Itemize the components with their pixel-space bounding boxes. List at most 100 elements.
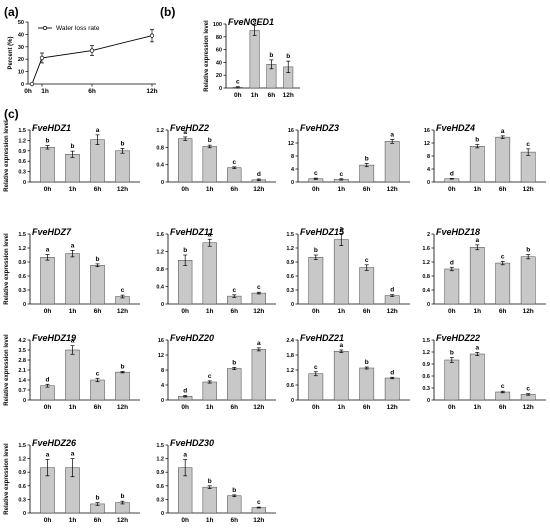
gene-title: FveHDZ30 [170, 438, 214, 448]
bar [115, 371, 130, 401]
significance-letter: c [501, 253, 505, 260]
x-tick-label: 6h [230, 404, 238, 411]
significance-letter: b [121, 140, 125, 147]
significance-letter: b [314, 247, 318, 254]
y-axis-label: Relative expression level [4, 120, 10, 192]
significance-letter: b [365, 155, 369, 162]
x-tick-label: 0h [448, 404, 456, 411]
significance-letter: b [46, 138, 50, 145]
y-tick-label: 0 [23, 302, 26, 308]
significance-letter: b [526, 247, 530, 254]
gene-title: FveHDZ19 [32, 333, 76, 343]
significance-letter: c [314, 170, 318, 177]
y-tick-label: 0 [291, 302, 294, 308]
x-tick-label: 0h [448, 308, 456, 315]
significance-letter: c [526, 141, 530, 148]
y-axis-label: Relative expression level [4, 443, 10, 515]
y-tick-label: 4 [291, 167, 295, 173]
chart-hdz20: 0 4 8 12 16 d 0h c 1h b 6h a 12h FveHDZ20 [158, 333, 276, 411]
y-tick-label: 12 [288, 141, 294, 147]
gene-title: FveHDZ2 [170, 123, 209, 133]
bar [249, 30, 260, 89]
bar [359, 164, 375, 183]
significance-letter: d [450, 259, 454, 266]
significance-letter: a [339, 342, 343, 349]
y-tick-label: 1.2 [156, 250, 164, 256]
significance-letter: c [526, 386, 530, 393]
panel-label-c: (c) [4, 107, 19, 121]
x-tick-label: 1h [473, 404, 481, 411]
y-tick-label: 0 [291, 398, 294, 404]
y-tick-label: 1.6 [422, 246, 430, 252]
x-tick-label: 6h [363, 186, 371, 193]
x-tick-label: 0h [181, 517, 189, 524]
bar [227, 167, 242, 183]
chart-b: 0 20 40 60 80 100 c 0h a 1h b 6h b 12h FveNCED1 Relativ… [204, 17, 300, 99]
x-tick-label: 1h [69, 308, 77, 315]
x-tick-label: 6h [230, 186, 238, 193]
x-tick-label: 12h [387, 404, 398, 411]
significance-letter: d [450, 170, 454, 177]
x-tick-label: 1h [206, 186, 214, 193]
bar [495, 391, 511, 401]
y-tick-label: 1.2 [286, 246, 294, 252]
significance-letter: a [71, 451, 75, 458]
significance-letter: b [475, 137, 479, 144]
significance-letter: b [286, 53, 290, 60]
y-tick-label: 1.8 [286, 353, 294, 359]
x-tick-label: 0h [312, 308, 320, 315]
significance-letter: a [71, 242, 75, 249]
significance-letter: d [390, 287, 394, 294]
y-tick-label: 0 [427, 398, 430, 404]
x-tick-label: 1h [337, 186, 345, 193]
gene-title: FveNCED1 [228, 17, 274, 27]
y-tick-label: 30 [18, 45, 24, 51]
chart-hdz2: 0 0.4 0.8 1.2 a 0h b 1h c 6h d 12h FveHDZ2 [156, 123, 276, 193]
chart-hdz1: 0 0.3 0.6 0.9 1.2 1.5 b 0h b 1h a 6h b 12h FveHDZ1 Rela… [4, 120, 140, 193]
chart-hdz22: 0 0.3 0.6 0.9 1.2 1.5 b 0h a 1h c 6h c 12h FveHDZ22 [422, 333, 546, 411]
legend-marker [43, 26, 47, 30]
significance-letter: c [121, 287, 125, 294]
chart-hdz7: 0 0.3 0.6 0.9 1.2 1.5 a 0h a 1h b 6h c 12h FveHDZ7 Rela… [4, 227, 140, 315]
y-tick-label: 0.6 [18, 484, 26, 490]
significance-letter: a [253, 17, 257, 24]
gene-title: FveHDZ3 [300, 123, 339, 133]
significance-letter: a [71, 338, 75, 345]
bar [308, 257, 324, 305]
significance-letter: b [121, 493, 125, 500]
bar [178, 138, 193, 183]
chart-hdz30: 0 0.3 0.6 0.9 1.2 1.5 a 0h b 1h b 6h c 12h FveHDZ30 [156, 438, 276, 524]
bar [333, 239, 349, 305]
x-tick-label: 0h [181, 308, 189, 315]
y-tick-label: 0.3 [18, 497, 26, 503]
y-tick-label: 8 [427, 154, 430, 160]
significance-letter: c [501, 383, 505, 390]
chart-hdz3: 0 4 8 12 16 c 0h c 1h b 6h a 12h FveHDZ3 [288, 123, 410, 193]
panel-label-b: (b) [160, 5, 175, 19]
x-tick-label: 6h [363, 404, 371, 411]
y-tick-label: 0 [161, 398, 164, 404]
y-tick-label: 0 [219, 86, 222, 92]
x-tick-label: 0h [44, 308, 52, 315]
x-tick-label: 6h [88, 88, 96, 95]
legend-label: Water loss rate [56, 25, 100, 32]
y-tick-label: 1.5 [156, 443, 164, 449]
significance-letter: d [46, 376, 50, 383]
x-tick-label: 6h [94, 517, 102, 524]
x-tick-label: 6h [268, 92, 276, 99]
bar [384, 377, 400, 401]
chart-hdz18: 0 0.4 0.8 1.2 1.6 2 d 0h a 1h c 6h b 12h FveHDZ18 [422, 227, 546, 315]
x-tick-label: 1h [206, 517, 214, 524]
y-tick-label: 0.3 [18, 288, 26, 294]
significance-letter: a [183, 452, 187, 459]
data-point [29, 81, 35, 87]
data-point [39, 55, 45, 61]
bar [251, 292, 266, 305]
y-tick-label: 0.9 [422, 362, 430, 368]
x-tick-label: 1h [473, 308, 481, 315]
gene-title: FveHDZ21 [300, 333, 344, 343]
chart-hdz19: 0 0.7 1.4 2.1 2.8 3.5 4.2 d 0h a 1h c 6h b 12h FveHDZ19… [4, 333, 140, 411]
y-tick-label: 1.4 [18, 378, 27, 384]
significance-letter: a [208, 231, 212, 238]
x-tick-label: 1h [41, 88, 49, 95]
